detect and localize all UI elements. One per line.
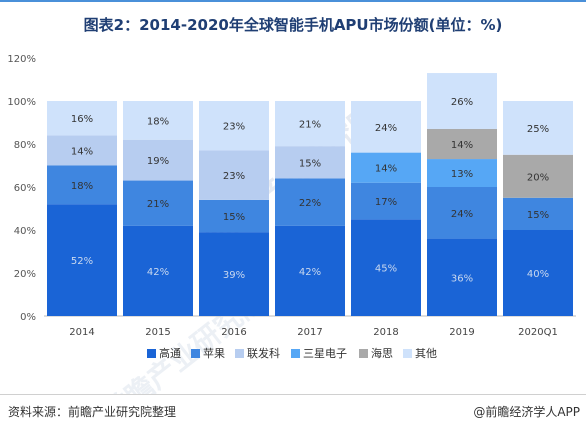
x-tick-label: 2017 [297,327,322,338]
data-label: 24% [375,123,397,134]
bar-segment [123,101,193,140]
bar-segment [123,225,193,316]
bar-segment [427,238,497,316]
legend-swatch [403,349,412,358]
legend-swatch [235,349,244,358]
data-label: 24% [451,209,473,220]
legend-label: 其他 [415,347,437,360]
legend-label: 海思 [371,346,393,360]
x-tick-label: 2015 [145,327,170,338]
data-label: 42% [299,267,321,278]
data-label: 36% [451,273,473,284]
bar-segment [351,152,421,183]
data-label: 18% [71,181,93,192]
legend-swatch [359,349,368,358]
bar-segment [427,159,497,187]
x-tick-label: 2019 [449,327,474,338]
data-label: 14% [451,140,473,151]
data-label: 42% [147,267,169,278]
data-label: 16% [71,114,93,125]
data-label: 17% [375,197,397,208]
x-tick-label: 2016 [221,327,246,338]
x-tick-label: 2020Q1 [518,327,558,338]
source-note: 资料来源：前瞻产业研究院整理 [8,405,177,419]
y-tick-label: 20% [14,269,36,280]
legend-swatch [291,349,300,358]
y-tick-label: 0% [20,312,36,323]
data-label: 20% [527,172,549,183]
legend-label: 联发科 [247,346,280,360]
data-label: 14% [375,164,397,175]
bar-segment [427,187,497,239]
bar-segment [275,101,345,147]
data-label: 15% [223,212,245,223]
legend-label: 高通 [159,346,181,360]
data-label: 13% [451,169,473,180]
data-label: 21% [147,199,169,210]
bar-segment [199,199,269,233]
bar-segment [351,219,421,316]
y-tick-label: 40% [14,226,36,237]
bar-segment [427,73,497,129]
data-label: 23% [223,171,245,182]
data-label: 19% [147,156,169,167]
data-label: 21% [299,120,321,131]
data-label: 45% [375,264,397,275]
brand-credit: @前瞻经济学人APP [473,405,580,419]
data-label: 14% [71,146,93,157]
legend-swatch [147,349,156,358]
bar-segment [123,139,193,181]
bar-segment [427,128,497,160]
legend-swatch [191,349,200,358]
bar-segment [199,232,269,316]
y-tick-label: 80% [14,140,36,151]
y-tick-label: 100% [7,97,36,108]
chart-title: 图表2：2014-2020年全球智能手机APU市场份额(单位：%) [83,16,503,34]
bar-segment [351,182,421,220]
bar-segment [503,101,573,155]
title-band: 图表2：2014-2020年全球智能手机APU市场份额(单位：%) [0,0,586,46]
bar-segment [503,154,573,198]
bar-segment [199,150,269,200]
data-label: 25% [527,124,549,135]
data-label: 39% [223,270,245,281]
bar-segment [47,165,117,205]
data-label: 15% [299,158,321,169]
bar-segment [275,146,345,179]
bar-segment [123,180,193,226]
legend-label: 苹果 [203,346,225,360]
footer: 资料来源：前瞻产业研究院整理 @前瞻经济学人APP [0,394,586,427]
bar-segment [275,178,345,226]
data-label: 26% [451,97,473,108]
bar-segment [199,101,269,151]
data-label: 18% [147,116,169,127]
chart-area: 前瞻产业研究院前瞻产业研究院0%20%40%60%80%100%120%52%1… [7,54,576,394]
bar-segment [47,101,117,136]
data-label: 23% [223,122,245,133]
x-tick-label: 2018 [373,327,398,338]
bar-segment [503,197,573,230]
bar-segment [47,204,117,316]
bar-segment [351,101,421,153]
data-label: 40% [527,269,549,280]
y-tick-label: 120% [7,54,36,65]
legend-label: 三星电子 [303,347,347,360]
bar-segment [47,135,117,166]
bar-segment [503,230,573,316]
y-tick-label: 60% [14,183,36,194]
bar-segment [275,225,345,316]
data-label: 52% [71,256,93,267]
data-label: 22% [299,198,321,209]
data-label: 15% [527,210,549,221]
x-tick-label: 2014 [69,327,94,338]
